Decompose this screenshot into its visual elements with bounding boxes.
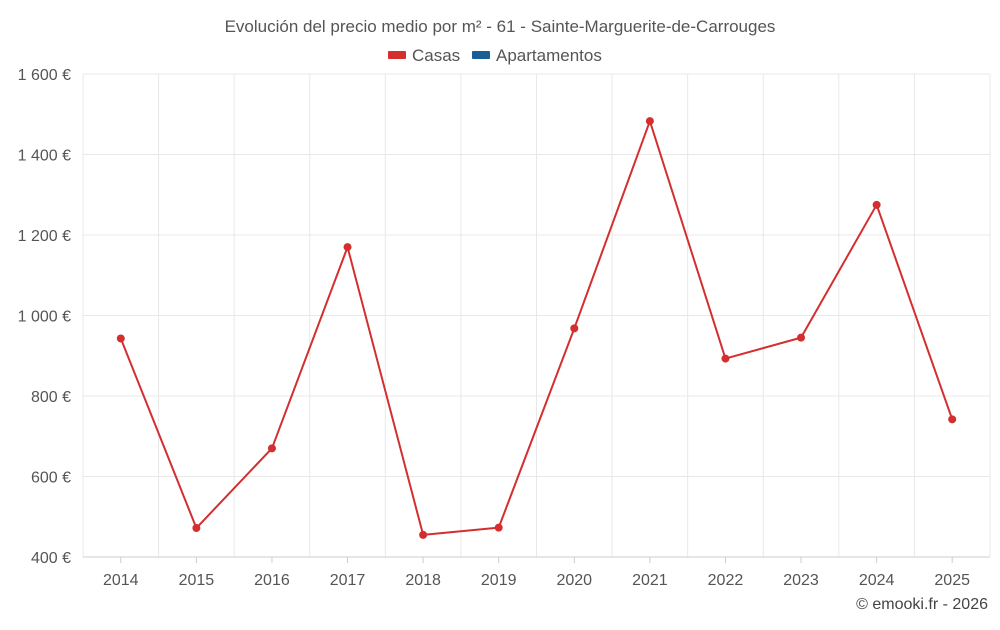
series-layer <box>116 117 957 539</box>
x-axis: 2014 2015 2016 2017 2018 2019 2020 2021 2022 2023… <box>83 556 990 589</box>
y-tick-label: 800 € <box>31 389 71 406</box>
data-point-casas[interactable] <box>645 117 654 126</box>
legend-item-apartamentos[interactable]: Apartamentos <box>472 46 602 65</box>
x-tick-label: 2015 <box>179 572 215 589</box>
x-tick-label: 2019 <box>481 572 517 589</box>
y-tick-label: 1 400 € <box>18 148 71 165</box>
data-point-casas[interactable] <box>948 415 957 424</box>
y-tick-label: 600 € <box>31 470 71 487</box>
x-tick-label: 2023 <box>783 572 819 589</box>
x-tick-label: 2025 <box>934 572 970 589</box>
data-point-casas[interactable] <box>116 334 125 343</box>
y-tick-label: 1 600 € <box>18 67 71 84</box>
legend-swatch-casas <box>388 51 406 59</box>
x-tick-label: 2016 <box>254 572 290 589</box>
x-tick-label: 2022 <box>708 572 744 589</box>
y-tick-label: 1 200 € <box>18 228 71 245</box>
data-point-casas[interactable] <box>267 444 276 453</box>
data-point-casas[interactable] <box>872 200 881 209</box>
data-point-casas[interactable] <box>570 324 579 333</box>
legend-item-casas[interactable]: Casas <box>388 46 460 65</box>
x-tick-label: 2020 <box>556 572 592 589</box>
y-tick-label: 1 000 € <box>18 309 71 326</box>
y-tick-label: 400 € <box>31 550 71 567</box>
credit-text: © emooki.fr - 2026 <box>856 596 988 613</box>
data-point-casas[interactable] <box>343 243 352 252</box>
data-point-casas[interactable] <box>721 354 730 363</box>
x-tick-label: 2017 <box>330 572 366 589</box>
grid <box>82 73 991 557</box>
legend-swatch-apartamentos <box>472 51 490 59</box>
series-line-casas <box>119 120 954 536</box>
data-point-casas[interactable] <box>419 530 428 539</box>
data-point-casas[interactable] <box>797 333 806 342</box>
x-tick-label: 2014 <box>103 572 139 589</box>
data-point-casas[interactable] <box>192 524 201 533</box>
legend-label-apartamentos: Apartamentos <box>496 46 602 65</box>
x-tick-label: 2024 <box>859 572 895 589</box>
x-tick-label: 2018 <box>405 572 441 589</box>
chart-title: Evolución del precio medio por m² - 61 -… <box>225 17 776 36</box>
y-axis: 400 € 600 € 800 € 1 000 € 1 200 € 1 400 € 1 60… <box>18 67 71 567</box>
x-tick-label: 2021 <box>632 572 668 589</box>
data-point-casas[interactable] <box>494 523 503 532</box>
legend: Casas Apartamentos <box>388 46 602 65</box>
legend-label-casas: Casas <box>412 46 460 65</box>
